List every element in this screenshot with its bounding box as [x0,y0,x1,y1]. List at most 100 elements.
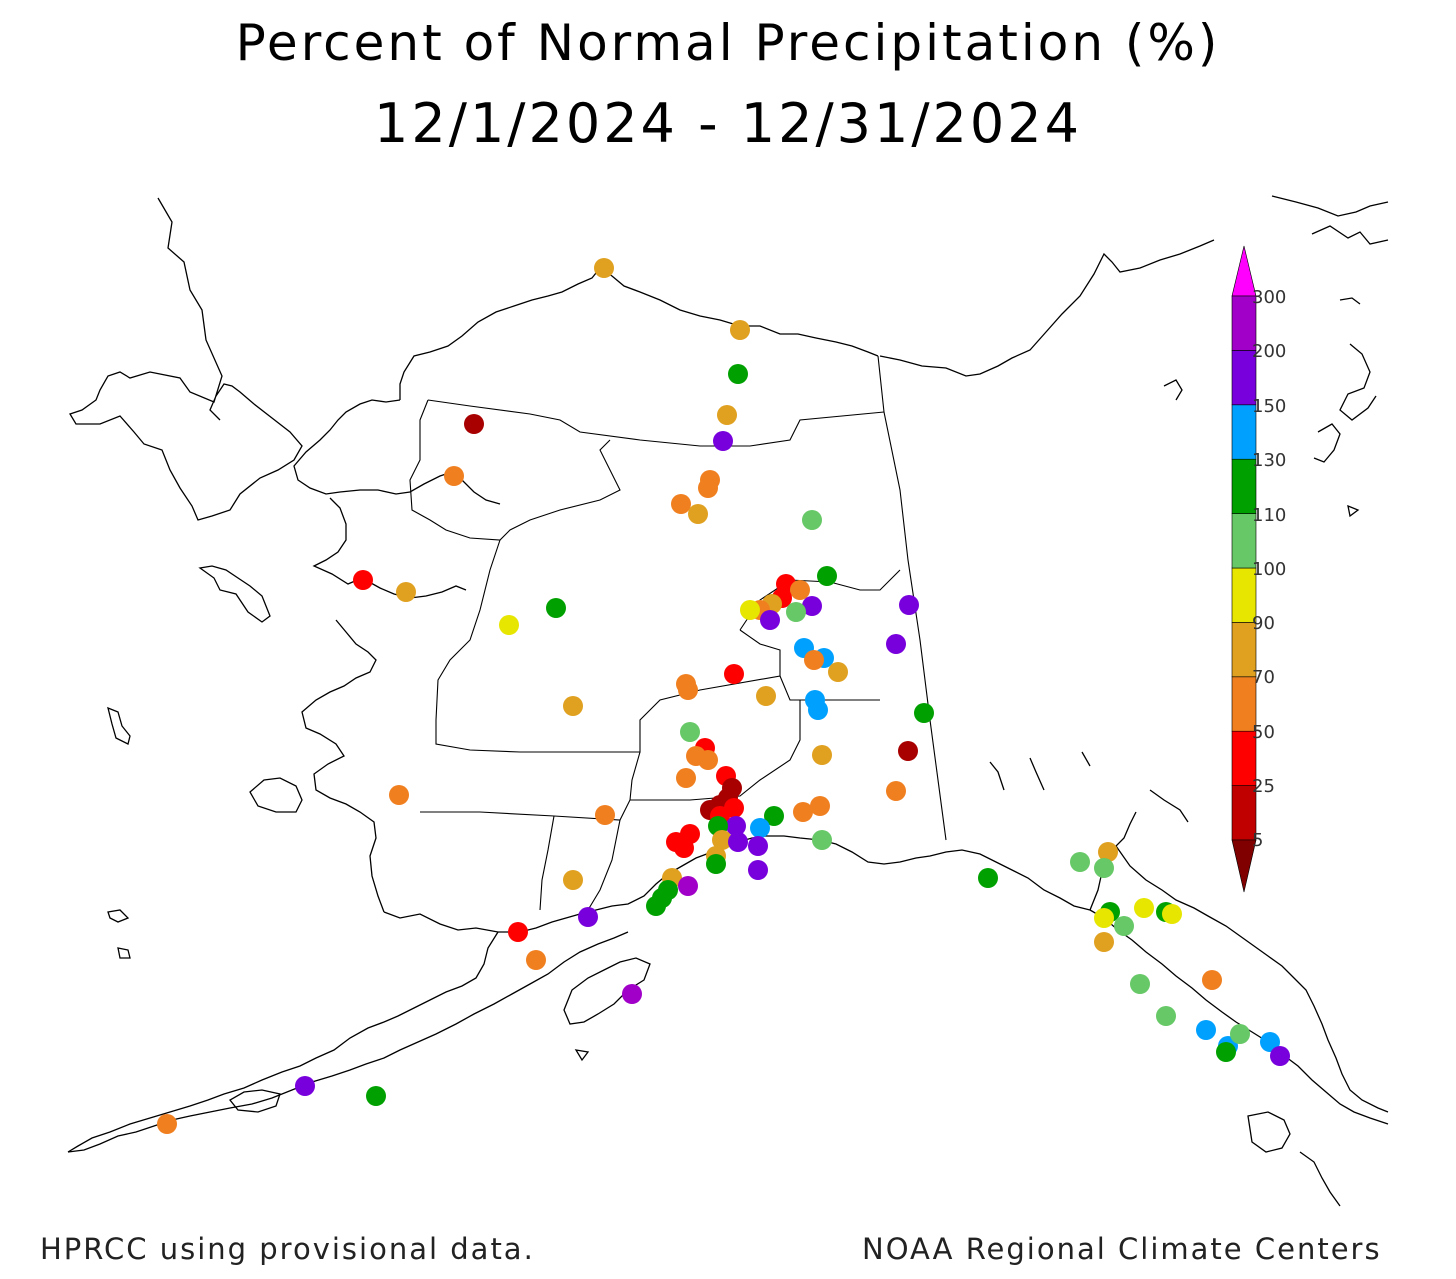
station-dot [1070,852,1090,872]
station-dot [678,876,698,896]
division-boundaries [409,355,947,911]
station-dot [802,596,822,616]
station-dot [1196,1020,1216,1040]
station-dot [671,494,691,514]
station-dot [756,686,776,706]
colorbar-bottom-arrow [1231,839,1257,893]
station-dot [676,768,696,788]
footer-credit-left: HPRCC using provisional data. [40,1232,535,1266]
station-dot [802,510,822,530]
station-dot [978,868,998,888]
station-dot [578,907,598,927]
station-dot [713,431,733,451]
legend-label-130: 130 [1252,450,1286,471]
station-dot [817,566,837,586]
station-dot [680,722,700,742]
colorbar-bin-110 [1231,458,1257,514]
colorbar-labels: 300 200 150 130 110 100 90 70 50 25 5 [1252,287,1286,851]
station-dot [1094,858,1114,878]
station-dot [157,1114,177,1134]
station-dot [1094,932,1114,952]
legend-label-150: 150 [1252,396,1286,417]
station-dot [646,896,666,916]
precip-colorbar [1231,245,1257,893]
station-dot [706,854,726,874]
station-dot [898,741,918,761]
station-dot [717,405,737,425]
station-dot [1134,898,1154,918]
legend-label-25: 25 [1252,776,1275,797]
station-dot [1094,908,1114,928]
station-dot [886,634,906,654]
station-dot [546,598,566,618]
station-dot [563,870,583,890]
station-dot [594,258,614,278]
station-dots [157,258,1290,1134]
legend-label-100: 100 [1252,559,1286,580]
station-dot [698,750,718,770]
station-dot [1270,1046,1290,1066]
station-dot [748,836,768,856]
station-dot [1130,974,1150,994]
legend-label-90: 90 [1252,613,1275,634]
station-dot [810,796,830,816]
station-dot [499,615,519,635]
map-title: Percent of Normal Precipitation (%) [235,14,1221,72]
station-dot [764,806,784,826]
station-dot [595,805,615,825]
legend-label-5: 5 [1252,830,1263,851]
colorbar-bin-130 [1231,404,1257,460]
station-dot [812,830,832,850]
station-dot [1162,904,1182,924]
station-dot [828,662,848,682]
station-dot [790,580,810,600]
station-dot [808,700,828,720]
station-dot [726,816,746,836]
station-dot [899,595,919,615]
station-dot [804,650,824,670]
station-dot [712,830,732,850]
legend-label-200: 200 [1252,341,1286,362]
station-dot [1114,916,1134,936]
colorbar-bin-25 [1231,730,1257,786]
colorbar-bin-200 [1231,295,1257,351]
station-dot [914,703,934,723]
colorbar-bin-100 [1231,513,1257,569]
station-dot [760,610,780,630]
station-dot [750,818,770,838]
colorbar-bin-5 [1231,785,1257,841]
station-dot [563,696,583,716]
station-dot [688,504,708,524]
station-dot [353,570,373,590]
station-dot [728,364,748,384]
station-dot [812,745,832,765]
station-dot [674,838,694,858]
station-dot [698,478,718,498]
map-date-range: 12/1/2024 - 12/31/2024 [374,92,1082,155]
station-dot [678,680,698,700]
legend-label-50: 50 [1252,722,1275,743]
station-dot [526,950,546,970]
station-dot [396,582,416,602]
station-dot [728,832,748,852]
station-dot [622,984,642,1004]
legend-label-300: 300 [1252,287,1286,308]
station-dot [1216,1042,1236,1062]
station-dot [1098,842,1118,862]
colorbar-bin-150 [1231,350,1257,406]
legend-label-70: 70 [1252,667,1275,688]
station-dot [508,922,528,942]
station-dot [295,1076,315,1096]
station-dot [786,602,806,622]
station-dot [1202,970,1222,990]
station-dot [886,781,906,801]
station-dot [1156,1006,1176,1026]
legend-label-110: 110 [1252,505,1286,526]
station-dot [740,600,760,620]
station-dot [1260,1032,1280,1052]
station-dot [389,785,409,805]
station-dot [730,320,750,340]
station-dot [464,414,484,434]
station-dot [444,466,464,486]
